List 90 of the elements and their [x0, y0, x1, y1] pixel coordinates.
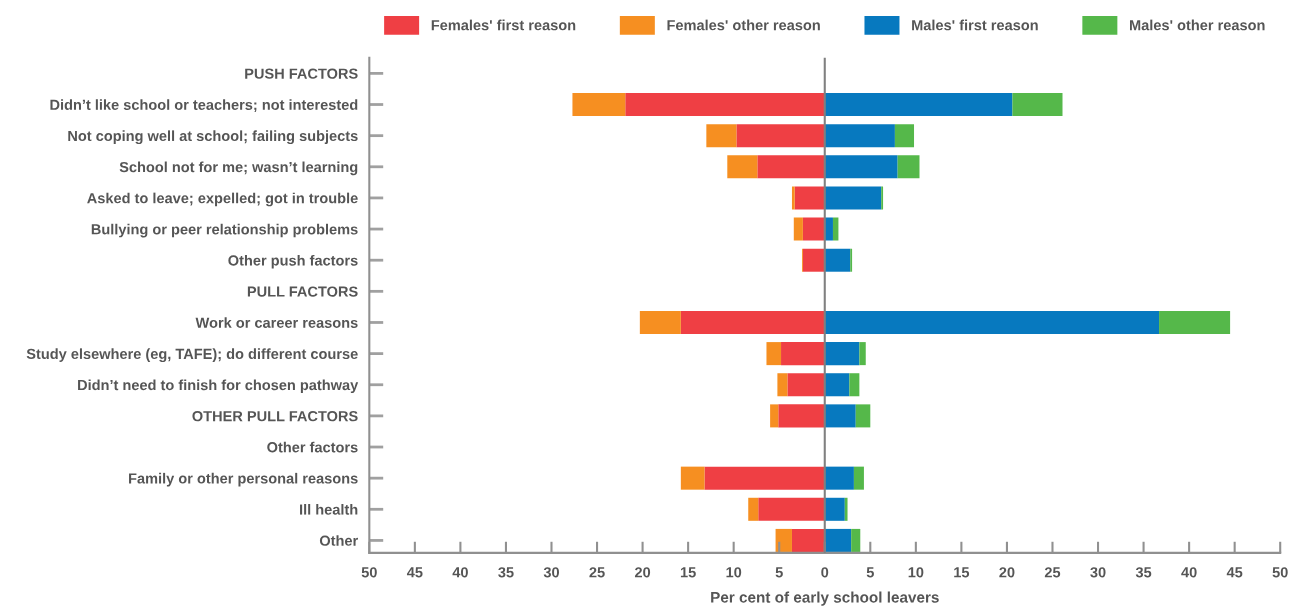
x-tick-label: 45	[406, 567, 423, 578]
x-tick-label: 35	[1135, 567, 1152, 578]
x-tick-label: 20	[999, 567, 1015, 578]
x-tick-label: 35	[498, 567, 514, 578]
bar	[778, 404, 825, 428]
x-tick-label: 15	[954, 567, 970, 578]
bar	[794, 186, 825, 210]
x-tick-label: 40	[1181, 567, 1197, 578]
bar	[680, 310, 825, 334]
y-tick-label: Asked to leave; expelled; got in trouble	[87, 192, 358, 207]
y-tick-label: PUSH FACTORS	[245, 68, 358, 79]
bar	[791, 186, 795, 210]
bar	[802, 217, 825, 241]
x-tick-label: 25	[1044, 567, 1061, 578]
x-tick-label: 40	[452, 567, 468, 578]
bar	[894, 124, 915, 148]
bar	[824, 186, 882, 210]
bar	[748, 497, 759, 521]
bar	[777, 373, 788, 397]
x-tick-label: 5	[866, 567, 874, 578]
bar	[897, 155, 920, 179]
bar	[824, 310, 1160, 334]
x-tick-label: 30	[543, 567, 560, 578]
bar	[727, 155, 758, 179]
x-tick-label: 15	[680, 567, 696, 578]
bar	[851, 528, 861, 552]
legend-label: Males' first reason	[912, 19, 1038, 31]
x-tick-label: 0	[821, 567, 829, 578]
x-tick-label: 30	[1090, 567, 1106, 578]
y-tick-label: School not for me; wasn’t learning	[119, 161, 358, 176]
bar	[844, 497, 848, 521]
bar	[824, 466, 854, 490]
bar	[706, 124, 737, 148]
x-tick-label: 20	[634, 567, 651, 578]
bar	[680, 466, 705, 490]
y-tick-label: Not coping well at school; failing subjects	[68, 130, 358, 145]
bar	[639, 310, 681, 334]
x-tick-label: 10	[726, 567, 742, 578]
y-tick-label: Family or other personal reasons	[129, 472, 358, 487]
bar	[802, 248, 825, 272]
bar	[770, 404, 779, 428]
bar	[781, 342, 825, 366]
bar	[572, 92, 626, 117]
bar	[787, 373, 825, 397]
bar	[1159, 310, 1231, 334]
bar	[1012, 92, 1063, 117]
bar	[824, 124, 895, 148]
x-tick-label: 25	[589, 567, 605, 578]
legend-label: Females' first reason	[431, 19, 576, 31]
bar	[704, 466, 825, 490]
y-tick-label: PULL FACTORS	[247, 286, 358, 297]
bar	[859, 342, 866, 366]
bar	[824, 342, 860, 366]
x-tick-label: 45	[1226, 567, 1243, 578]
legend-label: Males' other reason	[1130, 19, 1265, 31]
x-tick-label: 10	[908, 567, 924, 578]
x-tick-label: 50	[1272, 567, 1288, 578]
bar	[757, 155, 825, 179]
bar	[824, 248, 851, 272]
y-tick-label: Work or career reasons	[195, 317, 358, 328]
y-tick-label: Other factors	[267, 441, 358, 453]
bar	[775, 528, 792, 552]
bar	[855, 404, 871, 428]
legend-label: Females' other reason	[667, 19, 820, 31]
bar	[824, 497, 845, 521]
y-tick-label: Didn’t like school or teachers; not interested	[50, 99, 358, 113]
bar	[824, 92, 1013, 117]
bar	[849, 373, 860, 397]
bar	[758, 497, 825, 521]
y-tick-label: Ill health	[300, 504, 358, 515]
bar	[824, 404, 856, 428]
x-axis-title: Per cent of early school leavers	[711, 591, 939, 606]
y-tick-label: Bullying or peer relationship problems	[91, 223, 358, 238]
bar	[736, 124, 825, 148]
bar	[853, 466, 864, 490]
bar	[791, 528, 825, 552]
bar	[824, 528, 852, 552]
y-tick-label: OTHER PULL FACTORS	[192, 410, 358, 422]
x-tick-label: 50	[361, 567, 377, 578]
bar	[832, 217, 839, 241]
y-tick-label: Study elsewhere (eg, TAFE); do different course	[26, 348, 358, 362]
y-tick-label: Didn’t need to finish for chosen pathway	[78, 379, 359, 394]
bar	[766, 342, 782, 366]
bar	[824, 155, 898, 179]
y-tick-label: Other	[319, 535, 358, 546]
bar	[625, 92, 825, 117]
bar	[793, 217, 803, 241]
x-tick-label: 5	[775, 567, 783, 578]
y-tick-label: Other push factors	[228, 254, 358, 269]
bar	[824, 373, 850, 397]
